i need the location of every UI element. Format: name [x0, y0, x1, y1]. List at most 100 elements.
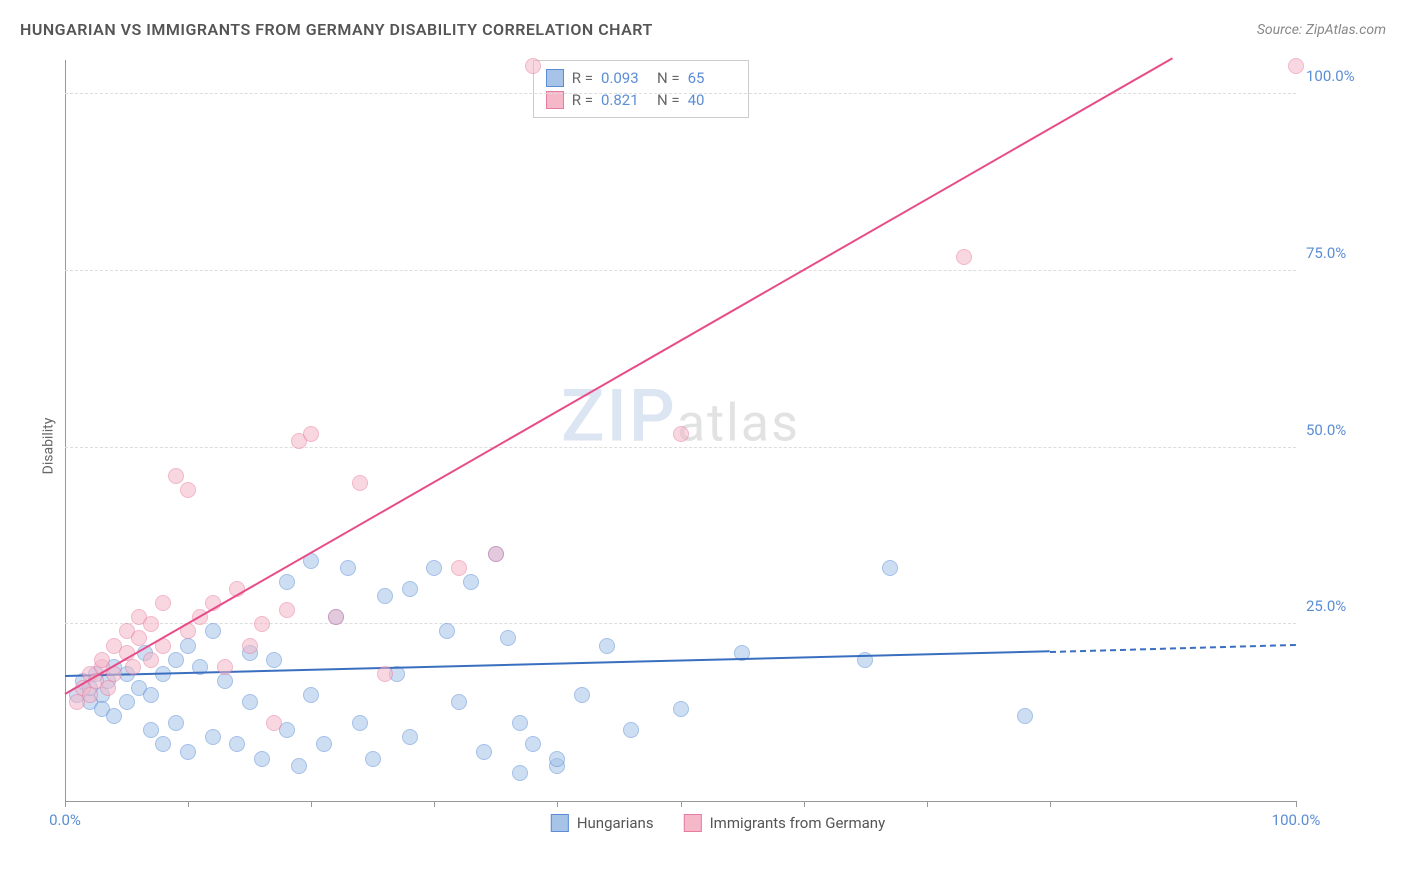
scatter-point [217, 673, 233, 689]
watermark: ZIPatlas [561, 373, 800, 458]
scatter-point [119, 694, 135, 710]
scatter-point [1017, 708, 1033, 724]
scatter-point [549, 751, 565, 767]
scatter-point [254, 616, 270, 632]
scatter-point [100, 680, 116, 696]
chart-title: HUNGARIAN VS IMMIGRANTS FROM GERMANY DIS… [20, 20, 653, 39]
scatter-point [956, 249, 972, 265]
trend-line-dashed [1050, 644, 1296, 653]
scatter-point [143, 652, 159, 668]
scatter-point [451, 694, 467, 710]
watermark-atlas: atlas [677, 392, 800, 453]
scatter-point [205, 729, 221, 745]
scatter-point [377, 588, 393, 604]
x-tick [927, 801, 928, 807]
scatter-point [488, 546, 504, 562]
x-tick [311, 801, 312, 807]
scatter-point [303, 687, 319, 703]
scatter-point [303, 426, 319, 442]
scatter-point [402, 581, 418, 597]
scatter-point [279, 602, 295, 618]
scatter-point [673, 426, 689, 442]
x-tick [434, 801, 435, 807]
x-tick-label: 100.0% [1272, 811, 1321, 829]
scatter-point [291, 758, 307, 774]
legend-item: Immigrants from Germany [684, 814, 886, 832]
stats-box: R =0.093N =65R =0.821N =40 [533, 60, 749, 118]
scatter-point [279, 574, 295, 590]
legend-label: Hungarians [577, 814, 654, 832]
scatter-point [439, 623, 455, 639]
y-tick-label: 25.0% [1306, 597, 1371, 615]
scatter-point [340, 560, 356, 576]
scatter-point [352, 475, 368, 491]
scatter-point [377, 666, 393, 682]
chart-container: Disability ZIPatlas R =0.093N =65R =0.82… [50, 60, 1386, 832]
x-tick [1296, 801, 1297, 807]
legend-swatch [684, 814, 702, 832]
scatter-point [673, 701, 689, 717]
scatter-point [180, 482, 196, 498]
scatter-point [143, 616, 159, 632]
scatter-point [512, 715, 528, 731]
scatter-point [328, 609, 344, 625]
y-tick-label: 50.0% [1306, 421, 1371, 439]
scatter-point [217, 659, 233, 675]
legend-label: Immigrants from Germany [710, 814, 886, 832]
trend-line [65, 57, 1174, 695]
scatter-point [574, 687, 590, 703]
scatter-point [205, 623, 221, 639]
stats-n-prefix: N = [657, 69, 680, 87]
scatter-point [451, 560, 467, 576]
x-tick [188, 801, 189, 807]
y-axis-line [65, 60, 66, 801]
scatter-point [512, 765, 528, 781]
stats-swatch [546, 69, 564, 87]
stats-r-prefix: R = [572, 69, 593, 87]
watermark-zip: ZIP [561, 373, 677, 458]
scatter-point [242, 694, 258, 710]
gridline-h [65, 623, 1296, 624]
scatter-point [155, 595, 171, 611]
legend: Hungarians Immigrants from Germany [551, 814, 885, 832]
x-tick [804, 801, 805, 807]
x-tick-label: 0.0% [49, 811, 81, 829]
gridline-h [65, 447, 1296, 448]
plot-area: ZIPatlas R =0.093N =65R =0.821N =40 25.0… [65, 60, 1296, 802]
legend-item: Hungarians [551, 814, 654, 832]
scatter-point [82, 687, 98, 703]
scatter-point [131, 630, 147, 646]
scatter-point [180, 638, 196, 654]
source-label: Source: ZipAtlas.com [1257, 22, 1386, 38]
scatter-point [402, 729, 418, 745]
scatter-point [143, 722, 159, 738]
stats-n-value: 65 [688, 69, 736, 87]
scatter-point [106, 708, 122, 724]
scatter-point [242, 638, 258, 654]
legend-swatch [551, 814, 569, 832]
y-tick-label: 100.0% [1306, 67, 1371, 85]
scatter-point [365, 751, 381, 767]
scatter-point [180, 744, 196, 760]
scatter-point [168, 715, 184, 731]
scatter-point [155, 736, 171, 752]
stats-row: R =0.093N =65 [546, 67, 736, 89]
scatter-point [266, 715, 282, 731]
scatter-point [500, 630, 516, 646]
gridline-h [65, 270, 1296, 271]
x-tick [1050, 801, 1051, 807]
scatter-point [476, 744, 492, 760]
stats-row: R =0.821N =40 [546, 89, 736, 111]
scatter-point [352, 715, 368, 731]
scatter-point [125, 659, 141, 675]
scatter-point [623, 722, 639, 738]
y-axis-label: Disability [40, 418, 56, 475]
y-tick-label: 75.0% [1306, 244, 1371, 262]
scatter-point [316, 736, 332, 752]
scatter-point [229, 736, 245, 752]
trend-line [65, 651, 1050, 678]
x-tick [557, 801, 558, 807]
scatter-point [168, 468, 184, 484]
scatter-point [1288, 58, 1304, 74]
x-tick [681, 801, 682, 807]
